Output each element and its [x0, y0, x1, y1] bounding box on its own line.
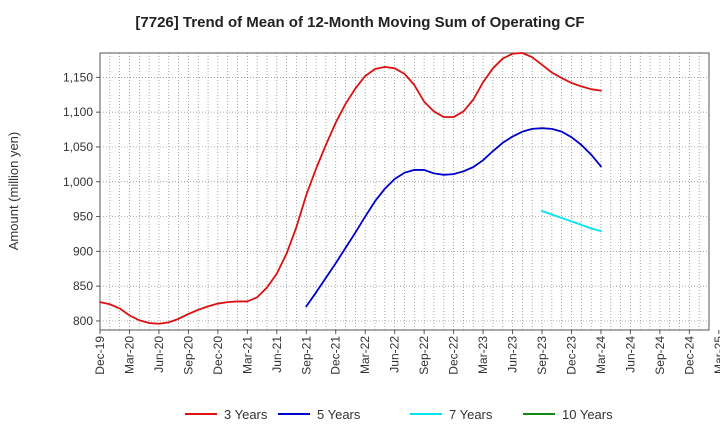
x-tick-label: Sep-23 — [535, 336, 549, 375]
x-tick-label: Mar-25 — [712, 336, 720, 374]
grid-layer — [100, 53, 709, 330]
legend-label-10-years: 10 Years — [562, 407, 613, 422]
x-tick-label: Sep-21 — [299, 336, 313, 375]
x-tick-label: Mar-24 — [594, 336, 608, 374]
y-tick-label: 800 — [73, 314, 93, 328]
x-tick-label: Jun-23 — [506, 336, 520, 373]
legend-label-5-years: 5 Years — [317, 407, 361, 422]
plot-frame — [99, 52, 710, 331]
series-line-5-years — [305, 127, 602, 308]
series-line-3-years — [99, 52, 602, 325]
x-tick-label: Dec-21 — [329, 336, 343, 375]
legend: 3 Years 5 Years 7 Years 10 Years — [185, 407, 613, 422]
x-tick-label: Sep-24 — [653, 336, 667, 375]
chart-title: [7726] Trend of Mean of 12-Month Moving … — [135, 14, 585, 31]
y-axis-label: Amount (million yen) — [6, 132, 21, 251]
y-tick-label: 1,050 — [63, 140, 93, 154]
x-axis: Dec-19 Mar-20 Jun-20 Sep-20 Dec-20 Mar-21 Jun-… — [93, 330, 720, 375]
series-line-7-years — [541, 210, 602, 233]
x-tick-label: Mar-21 — [240, 336, 254, 374]
y-tick-label: 1,150 — [63, 70, 93, 84]
x-tick-label: Mar-23 — [476, 336, 490, 374]
y-tick-label: 1,100 — [63, 105, 93, 119]
series-layer — [99, 52, 602, 325]
x-tick-label: Dec-20 — [211, 336, 225, 375]
x-tick-label: Mar-22 — [358, 336, 372, 374]
y-tick-label: 900 — [73, 244, 93, 258]
y-tick-label: 1,000 — [63, 175, 93, 189]
y-axis: 800 850 900 950 1,000 1,050 1,100 1,150 — [63, 70, 100, 328]
x-tick-label: Sep-22 — [417, 336, 431, 375]
x-tick-label: Dec-24 — [682, 336, 696, 375]
x-tick-label: Jun-21 — [270, 336, 284, 373]
x-tick-label: Jun-24 — [623, 336, 637, 373]
y-tick-label: 850 — [73, 279, 93, 293]
x-tick-label: Dec-19 — [93, 336, 107, 375]
x-tick-label: Mar-20 — [122, 336, 136, 374]
x-tick-label: Dec-22 — [447, 336, 461, 375]
legend-label-7-years: 7 Years — [449, 407, 493, 422]
x-tick-label: Jun-22 — [388, 336, 402, 373]
x-tick-label: Dec-23 — [564, 336, 578, 375]
x-tick-label: Sep-20 — [181, 336, 195, 375]
x-tick-label: Jun-20 — [152, 336, 166, 373]
legend-label-3-years: 3 Years — [224, 407, 268, 422]
y-tick-label: 950 — [73, 210, 93, 224]
